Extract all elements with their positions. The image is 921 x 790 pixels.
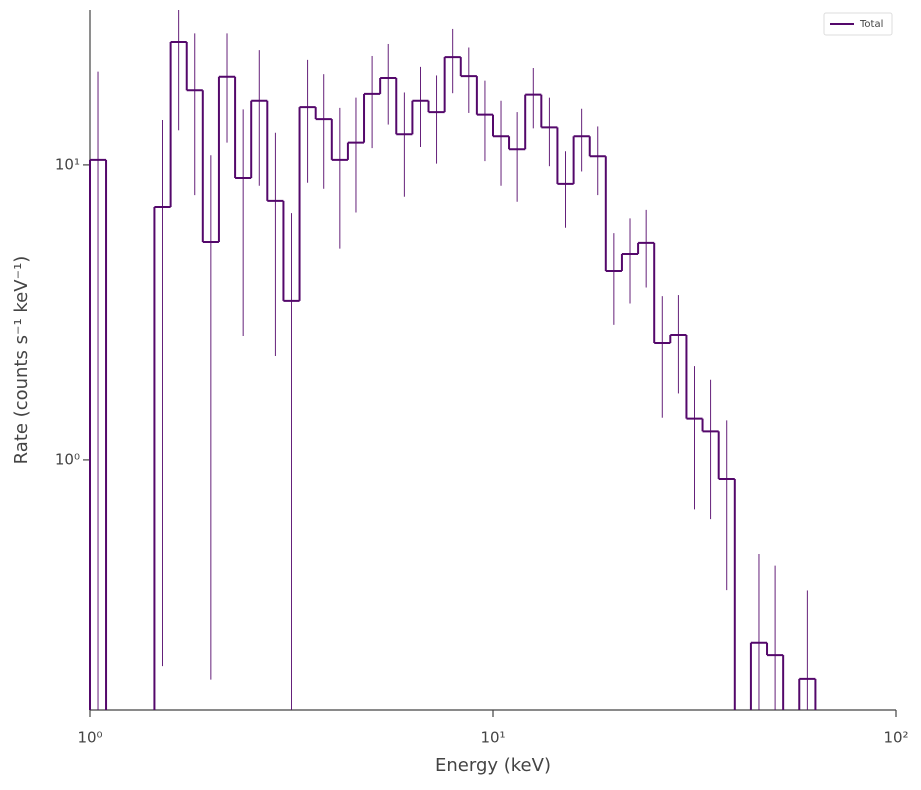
- legend-box: [823, 12, 893, 36]
- y-tick-label: 10⁰: [55, 450, 80, 468]
- legend-label: Total: [859, 19, 883, 30]
- y-axis-label: Rate (counts s⁻¹ keV⁻¹): [11, 256, 32, 465]
- x-tick-label: 10⁰: [77, 729, 102, 747]
- x-axis-label: Energy (keV): [435, 755, 551, 776]
- x-tick-label: 10¹: [480, 729, 505, 747]
- x-tick-label: 10²: [883, 729, 908, 747]
- y-tick-label: 10¹: [55, 155, 80, 173]
